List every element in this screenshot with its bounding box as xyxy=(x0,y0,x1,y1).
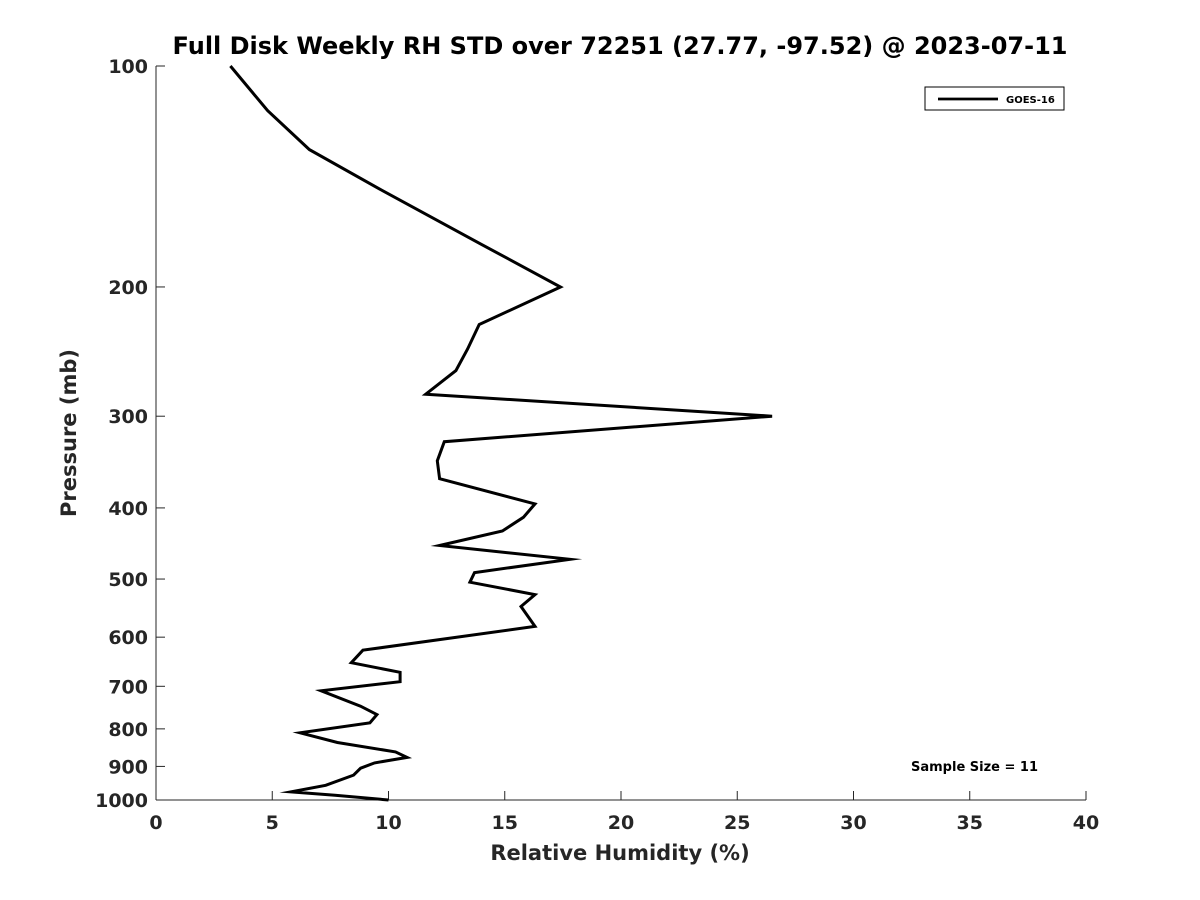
y-tick-label: 900 xyxy=(108,756,148,778)
y-tick-label: 300 xyxy=(108,406,148,428)
y-tick-label: 400 xyxy=(108,498,148,520)
y-tick-label: 600 xyxy=(108,627,148,649)
chart-title: Full Disk Weekly RH STD over 72251 (27.7… xyxy=(173,32,1068,60)
sample-size-annotation: Sample Size = 11 xyxy=(911,760,1038,775)
y-tick-label: 1000 xyxy=(95,790,148,812)
y-tick-label: 200 xyxy=(108,277,148,299)
x-tick-label: 25 xyxy=(724,812,750,834)
x-tick-label: 20 xyxy=(608,812,634,834)
y-tick-label: 100 xyxy=(108,56,148,78)
x-tick-label: 30 xyxy=(840,812,866,834)
x-tick-label: 40 xyxy=(1073,812,1099,834)
x-tick-label: 5 xyxy=(266,812,279,834)
y-axis: 100 200 300 400 500 600 700 800 900 1000 xyxy=(95,56,165,812)
x-tick-label: 35 xyxy=(957,812,983,834)
series-lines xyxy=(229,65,773,802)
x-axis: 0 5 10 15 20 25 30 35 40 xyxy=(149,791,1099,834)
legend: GOES-16 xyxy=(924,86,1065,111)
y-tick-label: 700 xyxy=(108,676,148,698)
x-tick-label: 10 xyxy=(375,812,401,834)
x-tick-label: 15 xyxy=(492,812,518,834)
x-tick-label: 0 xyxy=(149,812,162,834)
y-tick-label: 500 xyxy=(108,569,148,591)
y-axis-label: Pressure (mb) xyxy=(57,349,81,517)
legend-label-goes-16: GOES-16 xyxy=(1006,95,1055,106)
x-axis-label: Relative Humidity (%) xyxy=(490,841,749,865)
y-tick-label: 800 xyxy=(108,719,148,741)
series-line-goes-16 xyxy=(229,65,773,802)
